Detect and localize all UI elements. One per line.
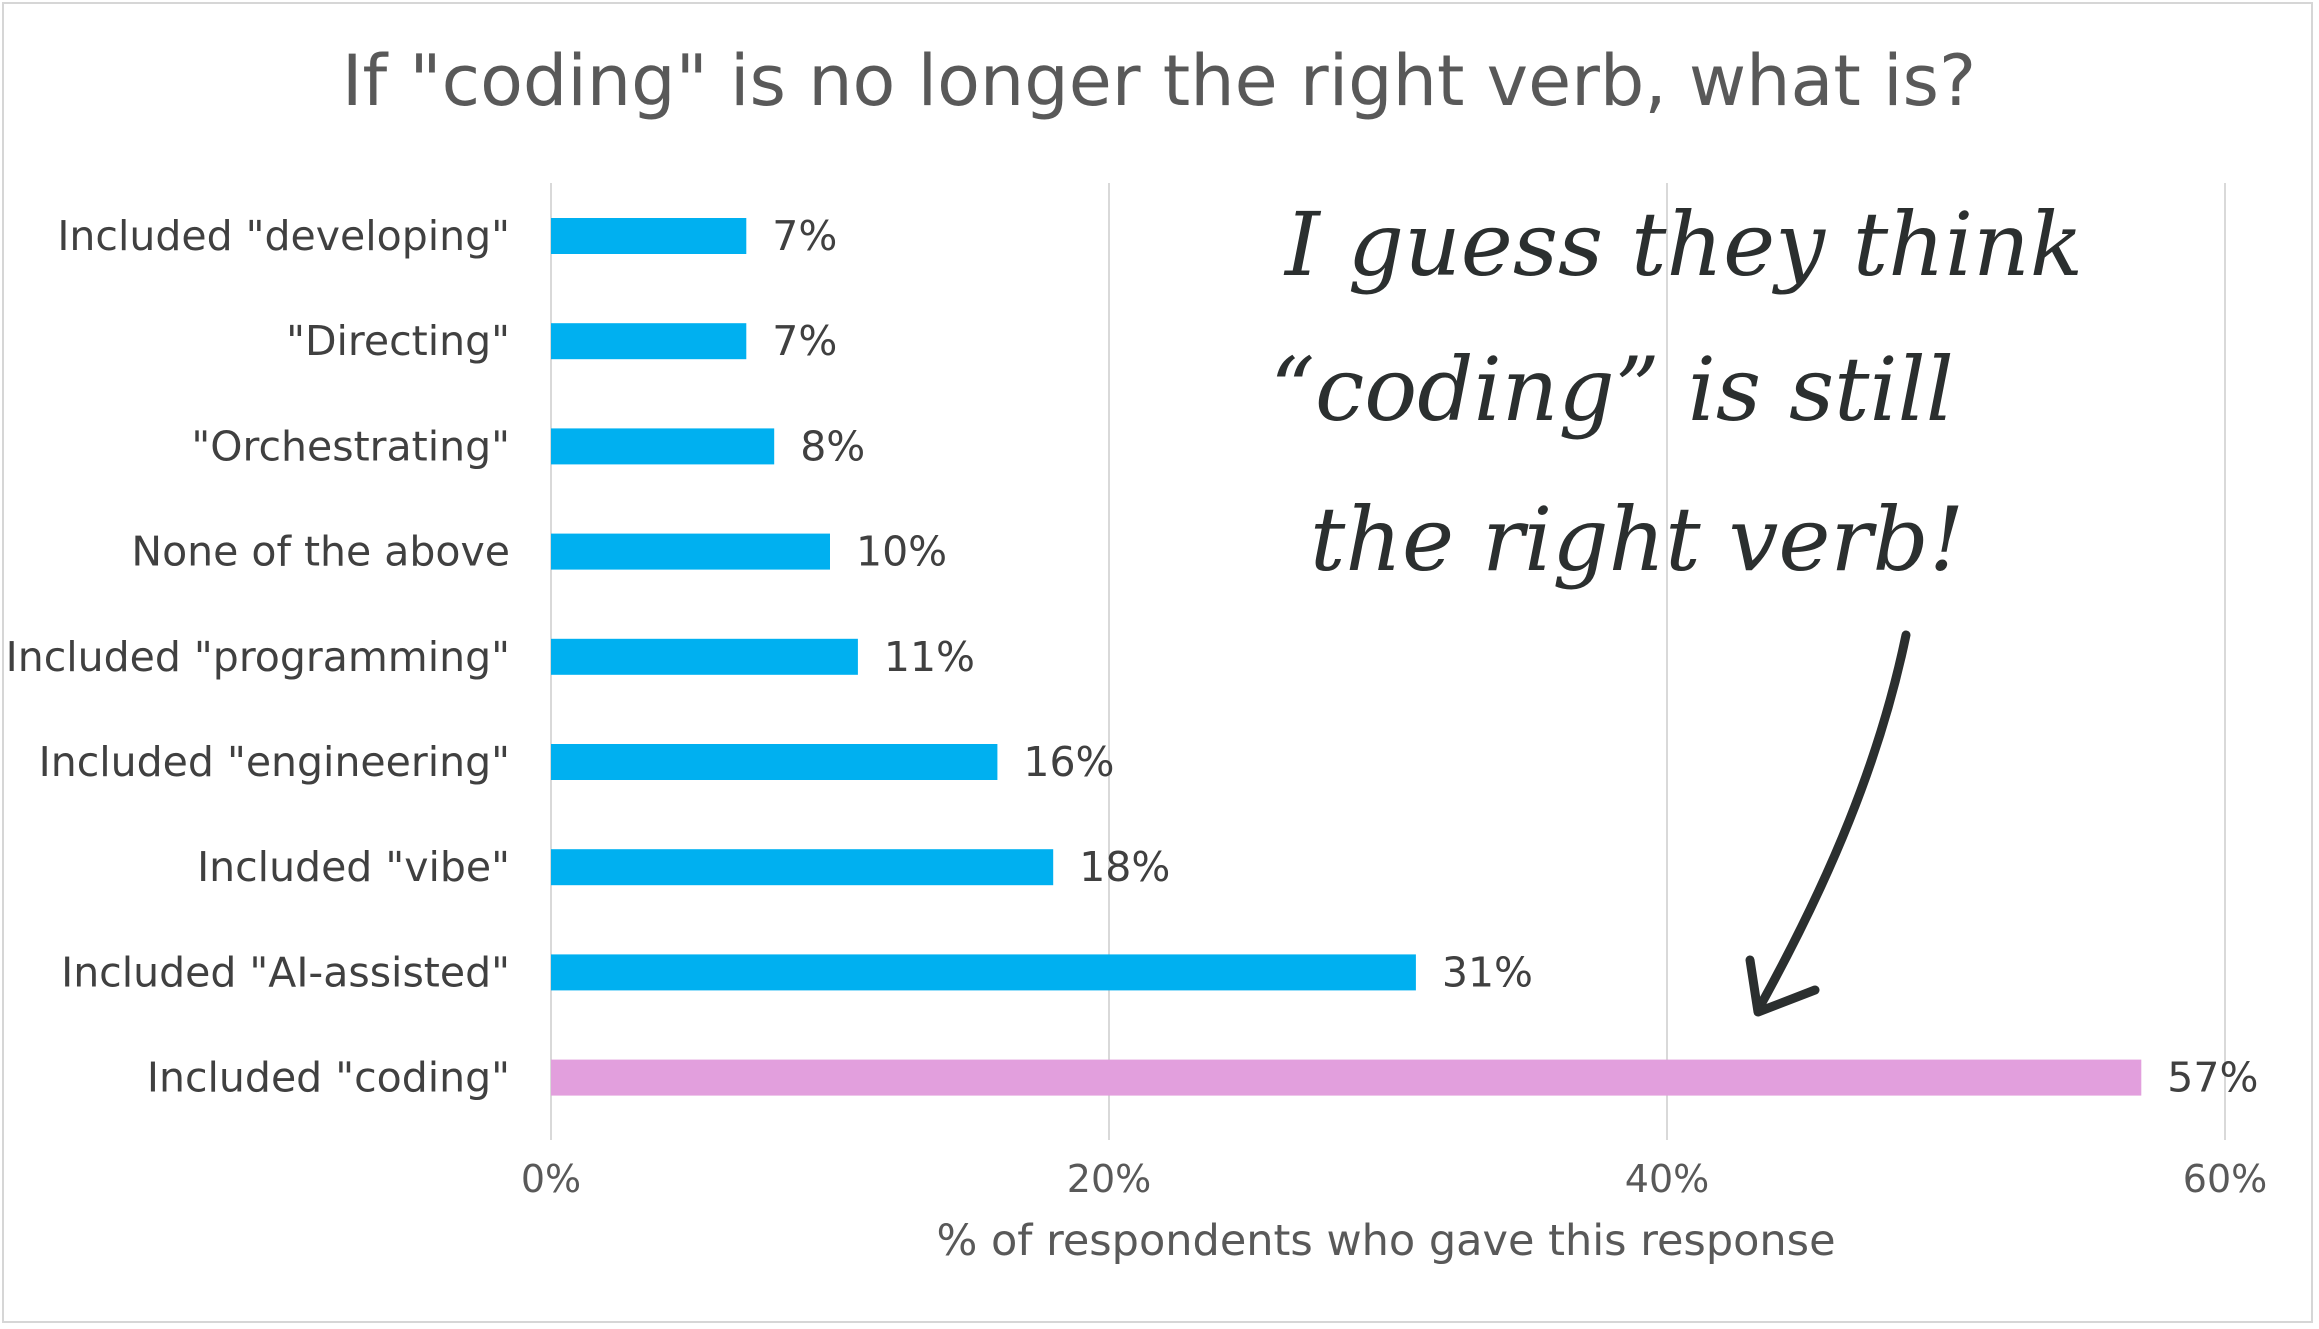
value-labels: 7% 7% 8% 10% 11% 16% 18% 31% 57% [772,212,2258,1102]
bar [551,218,747,254]
category-label: None of the above [131,528,510,576]
x-tick-label: 60% [2183,1157,2267,1201]
value-label: 10% [856,528,947,576]
bar [551,849,1054,886]
category-label: Included "AI-assisted" [61,948,510,996]
bar [551,323,747,360]
annotation-arrowhead [1745,955,1820,1017]
chart-title: If "coding" is no longer the right verb,… [342,40,1976,122]
category-label: "Orchestrating" [191,422,510,470]
annotation-line-2: “coding” is still [1270,338,1954,441]
bar [551,428,775,465]
bar [551,533,830,570]
x-axis-label: % of respondents who gave this response [936,1216,1835,1266]
category-label: Included "programming" [6,633,510,681]
value-label: 7% [772,212,837,260]
value-label: 8% [800,422,865,470]
x-tick-label: 40% [1625,1157,1709,1201]
bar [551,638,858,675]
value-label: 18% [1079,843,1170,891]
value-label: 7% [772,317,837,365]
category-label: Included "coding" [147,1054,510,1102]
category-labels: Included "developing" "Directing" "Orchest… [6,212,510,1102]
bars [551,218,2142,1096]
category-label: "Directing" [286,317,510,365]
handwritten-annotation: I guess they think “coding” is still the… [1270,193,2083,1017]
category-label: Included "engineering" [39,738,510,786]
x-tick-labels: 0% 20% 40% 60% [521,1157,2267,1201]
value-label: 11% [884,633,975,681]
annotation-line-3: the right verb! [1310,488,1964,591]
value-label: 31% [1442,948,1533,996]
x-tick-label: 20% [1067,1157,1151,1201]
value-label: 16% [1023,738,1114,786]
annotation-arrow [1753,630,1911,1015]
category-label: Included "developing" [57,212,510,260]
bar [551,1059,2142,1096]
bar [551,954,1416,991]
category-label: Included "vibe" [197,843,510,891]
x-tick-label: 0% [521,1157,581,1201]
annotation-line-1: I guess they think [1283,193,2083,296]
value-label: 57% [2167,1054,2258,1102]
bar [551,744,998,780]
